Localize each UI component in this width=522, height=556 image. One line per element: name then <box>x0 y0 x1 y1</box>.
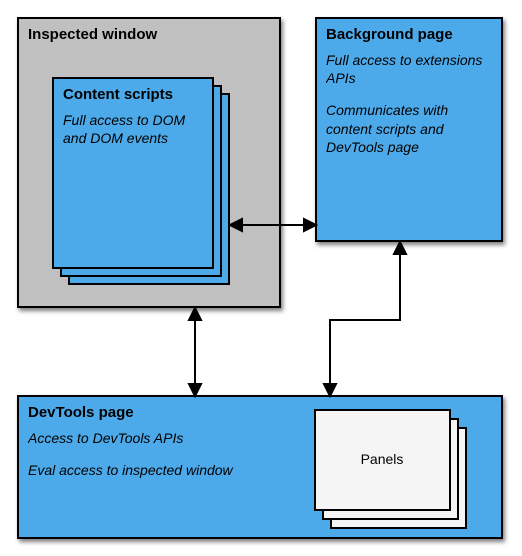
devtools-architecture-diagram: Inspected window Content scripts Full ac… <box>0 0 522 556</box>
arrow-inspected-to-devtools <box>189 308 201 396</box>
content-scripts-desc: Full access to DOM and DOM events <box>63 111 203 147</box>
content-scripts-box: Content scripts Full access to DOM and D… <box>53 78 229 284</box>
background-page-title: Background page <box>326 26 494 43</box>
panels-label: Panels <box>361 451 404 467</box>
devtools-page-title: DevTools page <box>28 404 298 421</box>
content-scripts-title: Content scripts <box>63 86 203 103</box>
devtools-page-desc2: Eval access to inspected window <box>28 461 298 479</box>
background-page-box: Background page Full access to extension… <box>316 18 502 241</box>
panels-box: Panels <box>315 410 466 528</box>
devtools-page-desc1: Access to DevTools APIs <box>28 429 298 447</box>
arrow-background-to-devtools <box>324 242 406 396</box>
inspected-window-title: Inspected window <box>28 26 268 43</box>
background-page-desc1: Full access to extensions APIs <box>326 51 494 87</box>
background-page-desc2: Communicates with content scripts and De… <box>326 101 494 156</box>
